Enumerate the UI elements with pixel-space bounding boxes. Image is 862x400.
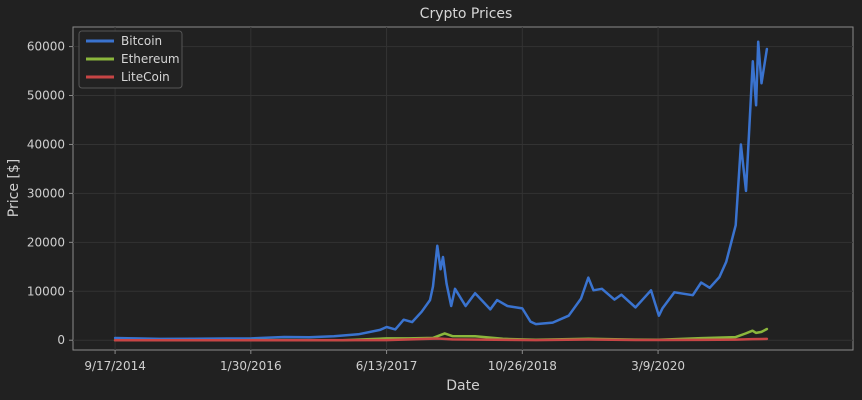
series-line-litecoin bbox=[113, 337, 769, 342]
x-tick-label: 1/30/2016 bbox=[220, 359, 282, 373]
x-tick-label: 3/9/2020 bbox=[631, 359, 685, 373]
plot-area bbox=[72, 26, 854, 351]
series-lines bbox=[113, 40, 769, 342]
y-tick-label: 10000 bbox=[27, 284, 65, 298]
y-axis-label: Price [$] bbox=[6, 159, 22, 217]
x-tick-label: 10/26/2018 bbox=[488, 359, 557, 373]
y-axis-ticks: 0 10000 20000 30000 40000 50000 60000 bbox=[27, 40, 73, 347]
x-axis-label: Date bbox=[446, 378, 479, 394]
y-tick-label: 60000 bbox=[27, 40, 65, 54]
legend-label-ethereum: Ethereum bbox=[121, 52, 180, 66]
legend-label-litecoin: LiteCoin bbox=[121, 70, 170, 84]
legend-label-bitcoin: Bitcoin bbox=[121, 34, 162, 48]
x-tick-label: 6/13/2017 bbox=[356, 359, 418, 373]
legend: Bitcoin Ethereum LiteCoin bbox=[78, 30, 183, 89]
chart-title: Crypto Prices bbox=[420, 6, 513, 22]
x-axis-ticks: 9/17/2014 1/30/2016 6/13/2017 10/26/2018 3/9… bbox=[84, 350, 685, 373]
y-tick-label: 30000 bbox=[27, 186, 65, 200]
y-tick-label: 50000 bbox=[27, 89, 65, 103]
series-line-bitcoin bbox=[113, 40, 769, 341]
legend-box bbox=[78, 30, 183, 89]
y-tick-label: 40000 bbox=[27, 137, 65, 151]
y-tick-label: 0 bbox=[57, 333, 65, 347]
x-tick-label: 9/17/2014 bbox=[84, 359, 146, 373]
y-tick-label: 20000 bbox=[27, 235, 65, 249]
